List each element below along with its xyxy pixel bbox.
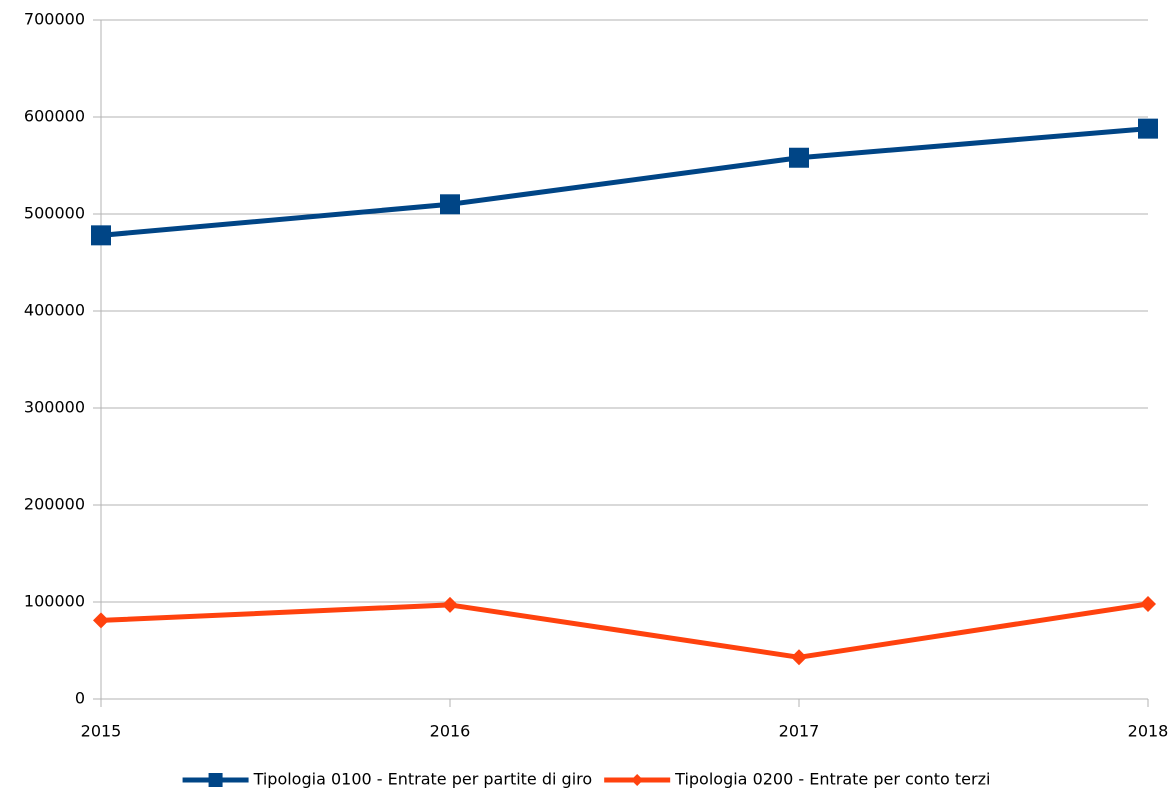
x-tick-label: 2016 <box>430 722 471 741</box>
marker <box>789 147 809 168</box>
y-tick-label: 700000 <box>24 10 85 29</box>
y-tick-label: 0 <box>75 689 85 708</box>
y-tick-label: 500000 <box>24 204 85 223</box>
marker <box>1138 118 1158 139</box>
x-tick-label: 2015 <box>81 722 122 741</box>
legend-label: Tipologia 0100 - Entrate per partite di … <box>253 770 593 789</box>
marker <box>442 596 458 613</box>
y-tick-label: 600000 <box>24 107 85 126</box>
marker <box>93 612 109 629</box>
marker <box>440 194 460 215</box>
legend-marker <box>631 774 644 786</box>
x-tick-label: 2018 <box>1128 722 1169 741</box>
y-tick-label: 300000 <box>24 398 85 417</box>
y-tick-label: 400000 <box>24 301 85 320</box>
marker <box>1140 595 1156 612</box>
y-tick-label: 200000 <box>24 495 85 514</box>
series-line <box>100 126 1149 238</box>
x-tick-label: 2017 <box>779 722 820 741</box>
legend-label: Tipologia 0200 - Entrate per conto terzi <box>674 770 990 789</box>
y-tick-label: 100000 <box>24 592 85 611</box>
series-line <box>100 601 1149 660</box>
marker <box>91 225 111 246</box>
legend-marker <box>208 773 223 787</box>
marker <box>791 649 807 666</box>
